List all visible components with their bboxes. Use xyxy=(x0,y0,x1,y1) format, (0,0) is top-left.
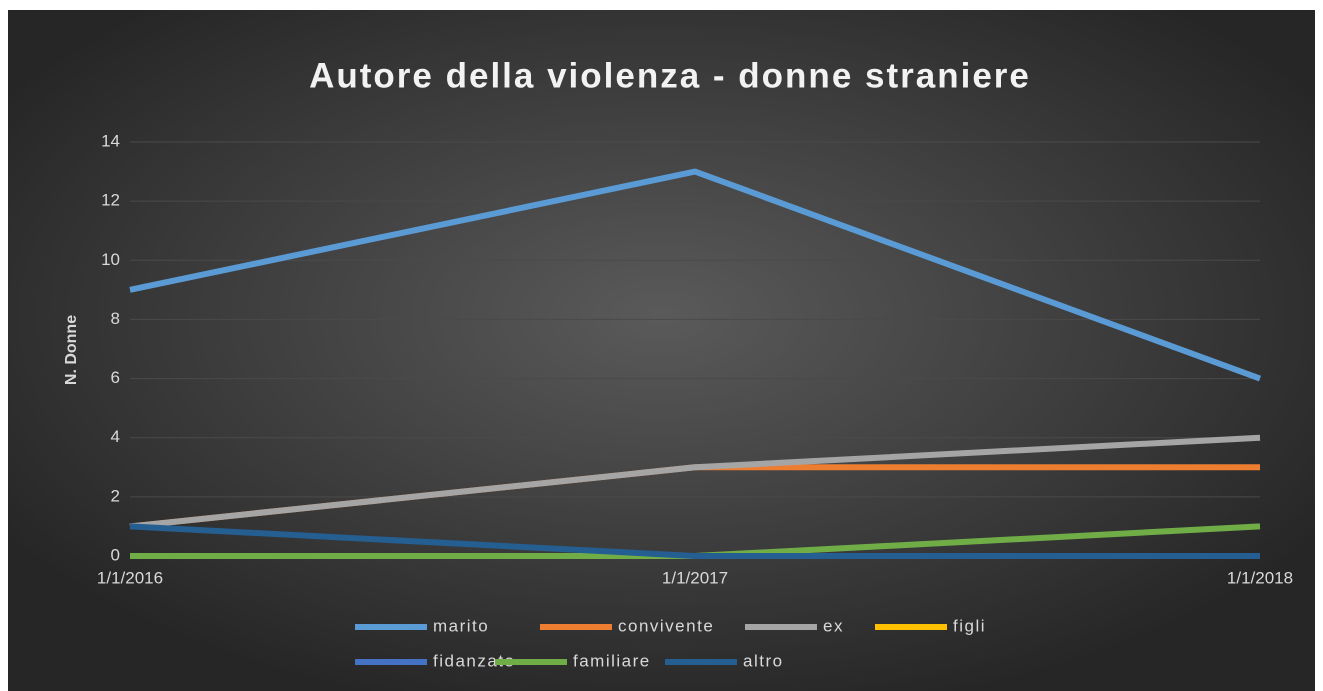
series-line xyxy=(129,434,1261,530)
y-tick-label: 12 xyxy=(101,191,120,210)
legend-label: ex xyxy=(823,616,844,635)
y-tick-label: 4 xyxy=(111,427,120,446)
legend-label: marito xyxy=(433,616,489,635)
y-tick-label: 2 xyxy=(111,486,120,505)
chart-title: Autore della violenza - donne straniere xyxy=(309,56,1031,95)
x-tick-label: 1/1/2016 xyxy=(97,568,163,587)
y-tick-label: 8 xyxy=(111,309,120,328)
series-line xyxy=(129,168,1262,382)
legend-label: fidanzato xyxy=(433,651,516,670)
legend-label: figli xyxy=(953,616,986,635)
y-tick-label: 6 xyxy=(111,368,120,387)
y-axis-title: N. Donne xyxy=(63,315,80,385)
x-tick-label: 1/1/2017 xyxy=(662,568,728,587)
series-line xyxy=(129,523,1260,559)
legend-label: convivente xyxy=(618,616,714,635)
legend-label: familiare xyxy=(573,651,651,670)
y-tick-label: 0 xyxy=(111,545,120,564)
y-tick-label: 14 xyxy=(101,131,120,150)
legend-label: altro xyxy=(743,651,784,670)
y-tick-label: 10 xyxy=(101,250,120,269)
x-tick-label: 1/1/2018 xyxy=(1227,568,1293,587)
chart-background xyxy=(8,10,1315,691)
